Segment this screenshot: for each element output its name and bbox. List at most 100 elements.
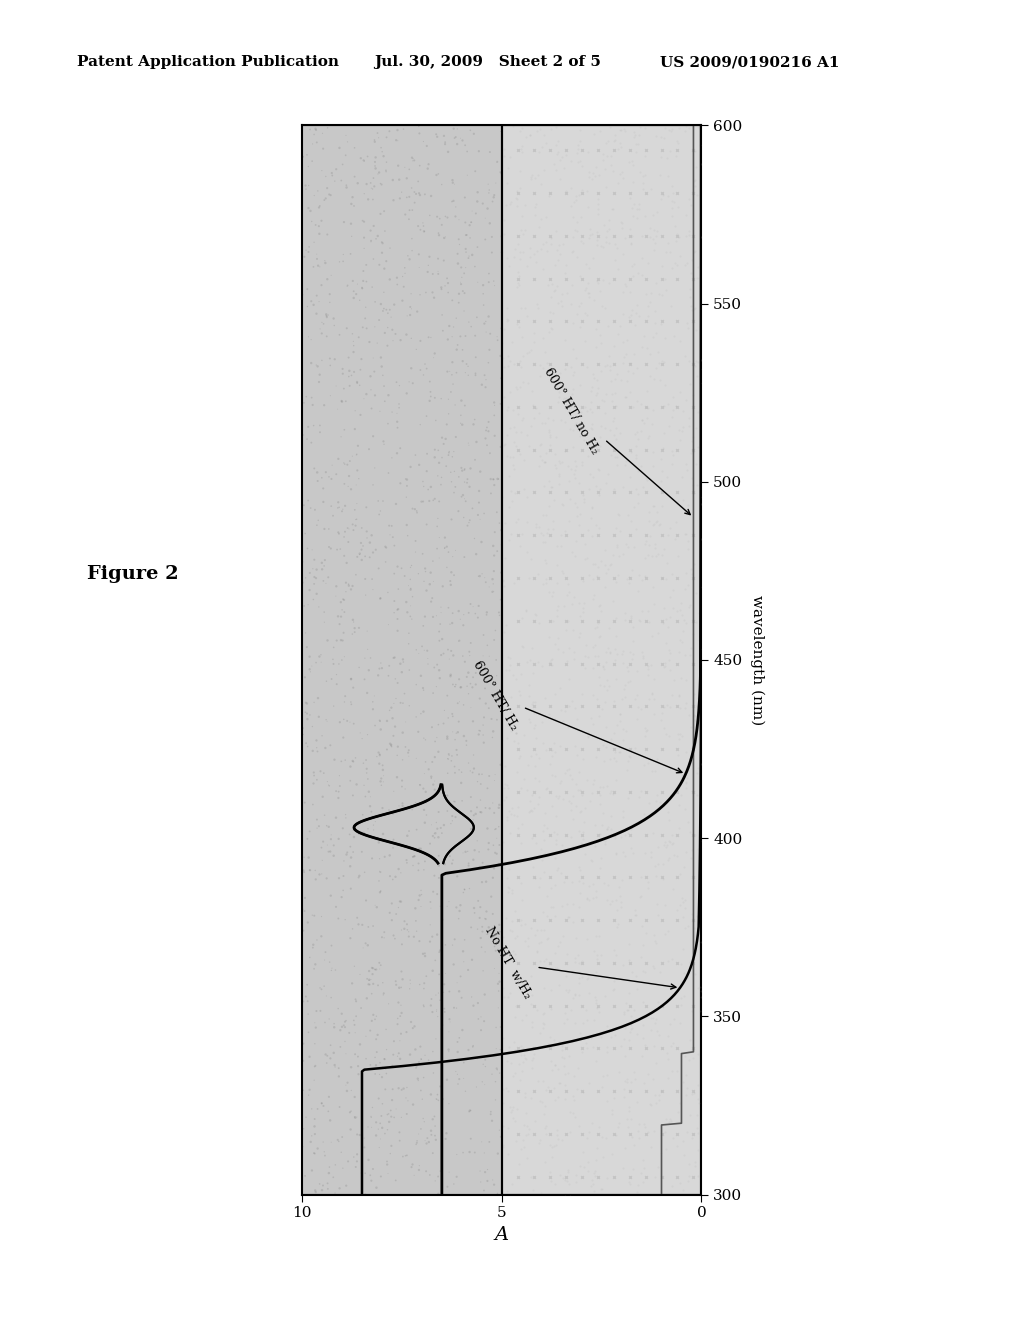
Point: [371, 952, 387, 973]
Point: [621, 1101, 637, 1122]
Point: [574, 601, 591, 622]
Point: [479, 434, 496, 455]
Point: [345, 1010, 361, 1031]
Point: [375, 759, 391, 780]
Point: [648, 465, 665, 486]
Point: [662, 178, 678, 199]
Point: [513, 356, 529, 378]
Point: [571, 425, 588, 446]
Point: [598, 1184, 614, 1205]
Point: [550, 985, 566, 1006]
Point: [645, 1003, 662, 1024]
Point: [418, 282, 434, 304]
Point: [551, 1031, 567, 1052]
Point: [505, 400, 521, 421]
Point: [355, 271, 372, 292]
Point: [628, 541, 644, 562]
Point: [330, 788, 346, 809]
Point: [313, 312, 330, 333]
Point: [571, 131, 588, 152]
Point: [503, 578, 519, 599]
Point: [568, 189, 585, 210]
Point: [498, 907, 514, 928]
Point: [683, 832, 699, 853]
Point: [626, 1114, 642, 1135]
Point: [635, 549, 651, 570]
Point: [524, 1158, 541, 1179]
Point: [439, 1176, 456, 1197]
Point: [587, 1160, 603, 1181]
Point: [328, 586, 344, 607]
Point: [542, 948, 558, 969]
Point: [532, 756, 549, 777]
Point: [553, 1142, 569, 1163]
Point: [632, 618, 648, 639]
Point: [546, 280, 562, 301]
Point: [373, 587, 389, 609]
Point: [404, 498, 421, 519]
Point: [569, 587, 586, 609]
Point: [394, 795, 411, 816]
Point: [611, 1003, 628, 1024]
Point: [540, 928, 556, 949]
Point: [495, 729, 511, 750]
Point: [463, 1129, 479, 1150]
Point: [683, 133, 699, 154]
Point: [690, 796, 707, 817]
Point: [652, 470, 669, 491]
Point: [588, 475, 604, 496]
Point: [300, 490, 316, 511]
Point: [658, 1043, 675, 1064]
Point: [633, 900, 649, 921]
Point: [689, 544, 706, 565]
Point: [544, 961, 560, 982]
Point: [499, 660, 515, 681]
Point: [375, 491, 391, 512]
Point: [411, 182, 427, 203]
Point: [526, 924, 543, 945]
Point: [510, 185, 526, 206]
Point: [529, 165, 546, 186]
Point: [659, 484, 676, 506]
Point: [417, 354, 433, 375]
Point: [518, 1028, 535, 1049]
Point: [341, 1022, 357, 1043]
Point: [392, 330, 409, 351]
Point: [656, 417, 673, 438]
Point: [590, 645, 606, 667]
Point: [624, 935, 640, 956]
Point: [367, 685, 383, 706]
Point: [535, 883, 551, 904]
Point: [630, 461, 646, 482]
Point: [671, 1129, 687, 1150]
Point: [651, 941, 668, 962]
Point: [575, 829, 592, 850]
Point: [578, 277, 594, 298]
Point: [454, 414, 470, 436]
Point: [637, 741, 653, 762]
Point: [579, 546, 595, 568]
Point: [414, 636, 430, 657]
Point: [636, 442, 652, 463]
Point: [311, 414, 328, 436]
Point: [672, 1162, 688, 1183]
Point: [501, 878, 517, 899]
Point: [659, 900, 676, 921]
Point: [516, 141, 532, 162]
Point: [316, 519, 333, 540]
Point: [585, 569, 601, 590]
Point: [504, 920, 520, 941]
Point: [468, 675, 484, 696]
Point: [447, 197, 464, 218]
Point: [653, 545, 670, 566]
Point: [335, 818, 351, 840]
Point: [657, 1027, 674, 1048]
Point: [541, 970, 557, 991]
Point: [574, 312, 591, 333]
Point: [496, 590, 512, 611]
Point: [371, 255, 387, 276]
Point: [497, 467, 513, 488]
Point: [611, 1137, 628, 1158]
Point: [574, 873, 591, 894]
Point: [406, 927, 422, 948]
